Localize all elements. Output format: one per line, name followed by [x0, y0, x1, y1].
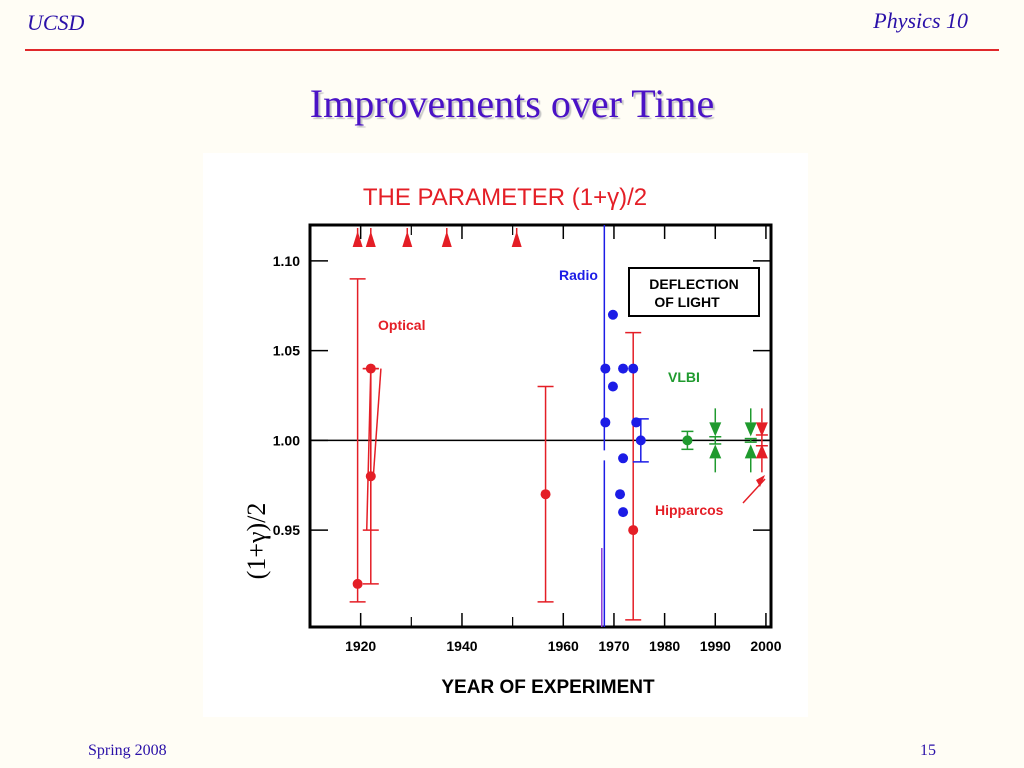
legend-line-1: DEFLECTION	[649, 276, 738, 292]
x-tick-label: 1920	[345, 638, 376, 654]
plot-frame	[308, 223, 773, 629]
y-tick-label: 1.00	[273, 432, 300, 448]
limit-arrow-head	[365, 231, 376, 247]
data-point	[607, 381, 618, 392]
y-tick-label: 1.10	[273, 253, 300, 269]
legend-box	[628, 267, 760, 317]
header-course: UCSD	[27, 10, 85, 35]
data-point	[618, 453, 629, 464]
footer-term: Spring 2008	[88, 742, 167, 759]
data-point	[615, 489, 626, 500]
legend-line-2: OF LIGHT	[654, 294, 720, 310]
annotation-label: Optical	[378, 317, 425, 333]
data-point	[600, 363, 611, 374]
error-arrow-up	[709, 444, 722, 459]
annotation-label: VLBI	[668, 369, 700, 385]
chart-title: THE PARAMETER (1+γ)/2	[363, 184, 647, 211]
y-tick-label: 1.05	[273, 343, 300, 359]
x-tick-label: 1980	[649, 638, 680, 654]
y-tick-label: 0.95	[273, 522, 300, 538]
slide-number: 15	[920, 742, 936, 759]
data-point	[628, 525, 639, 536]
x-tick-label: 2000	[750, 638, 781, 654]
data-point	[631, 417, 642, 428]
data-point	[618, 363, 629, 374]
limit-arrow-head	[352, 231, 363, 247]
data-point	[635, 435, 646, 446]
optical-connector	[372, 368, 382, 477]
x-tick-label: 1960	[548, 638, 579, 654]
data-point	[607, 309, 618, 320]
annotation-label: Radio	[559, 267, 598, 283]
error-arrow-down	[744, 422, 757, 437]
error-arrow-down	[755, 422, 768, 437]
data-point	[600, 417, 611, 428]
data-point	[628, 363, 639, 374]
y-axis-label: (1+γ)/2	[242, 503, 271, 580]
annotation-label: Hipparcos	[655, 502, 724, 518]
chart-figure: THE PARAMETER (1+γ)/2 0.95 1.00 1.05 1.10 192…	[203, 153, 808, 717]
limit-arrow-head	[441, 231, 452, 247]
slide-title: Improvements over Time	[309, 81, 715, 126]
error-arrow-up	[755, 444, 768, 459]
header-divider	[25, 49, 999, 51]
error-arrow-up	[744, 444, 757, 459]
deflection-chart: THE PARAMETER (1+γ)/2 0.95 1.00 1.05 1.10 192…	[242, 184, 782, 698]
limit-arrow-head	[402, 231, 413, 247]
error-arrow-down	[709, 422, 722, 437]
annotation-pointer-head	[756, 475, 765, 487]
data-point	[682, 435, 693, 446]
x-tick-label: 1990	[700, 638, 731, 654]
data-point	[352, 578, 363, 589]
x-axis-label: YEAR OF EXPERIMENT	[441, 677, 655, 698]
data-point	[540, 489, 551, 500]
x-tick-label: 1940	[446, 638, 477, 654]
limit-arrow-head	[511, 231, 522, 247]
header-subject: Physics 10	[873, 8, 968, 33]
data-point	[365, 471, 376, 482]
x-tick-label: 1970	[598, 638, 629, 654]
data-point	[618, 507, 629, 518]
